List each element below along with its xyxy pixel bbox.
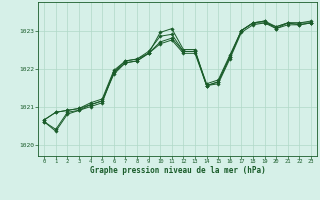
X-axis label: Graphe pression niveau de la mer (hPa): Graphe pression niveau de la mer (hPa) [90, 166, 266, 175]
